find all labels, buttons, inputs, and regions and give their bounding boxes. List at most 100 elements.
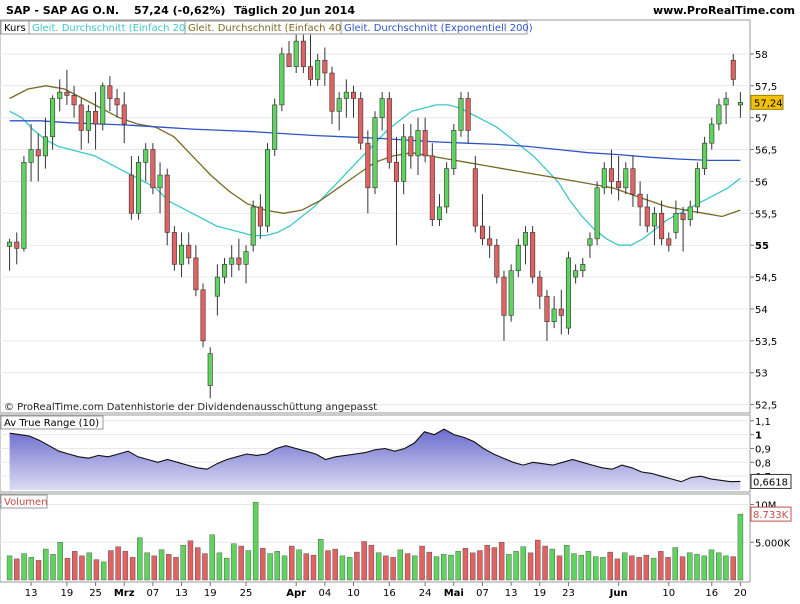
volume-bar-up	[433, 556, 440, 581]
volume-bar-down	[108, 550, 114, 581]
volume-tick-label: 10M	[755, 501, 776, 512]
candle-up	[372, 117, 378, 189]
volume-bar-down	[607, 551, 613, 581]
volume-bar-up	[549, 548, 555, 581]
volume-axis: 10M 5.000K 8.733K	[750, 501, 792, 549]
candle-up	[214, 276, 220, 297]
volume-bar-down	[187, 540, 194, 581]
price-tick-label: 56,5	[755, 146, 777, 157]
volume-bar-up	[267, 553, 273, 581]
candle-down	[644, 206, 650, 227]
candle-down	[365, 142, 371, 189]
candle-up	[229, 257, 235, 265]
candle-up	[673, 213, 679, 233]
x-tick-label: 19	[533, 588, 546, 599]
candle-up	[379, 98, 385, 118]
candle-up	[716, 104, 722, 125]
volume-bar-up	[223, 557, 230, 581]
candle-up	[7, 241, 13, 247]
period-label: Täglich 20 Jun 2014	[234, 4, 355, 17]
price-tick-label: 54,5	[755, 273, 777, 284]
price-tick-label: 57,5	[755, 82, 777, 93]
candle-up	[143, 149, 149, 163]
candle-down	[730, 59, 736, 80]
candles	[7, 34, 743, 399]
last-price-tag-label: 57,24	[754, 98, 783, 109]
volume-bar-up	[571, 553, 577, 581]
volume-title: Volumen	[4, 497, 48, 508]
volume-bar-up	[50, 554, 56, 581]
x-tick-label: 24	[419, 588, 432, 599]
atr-title-box	[0, 415, 104, 430]
x-tick-label: 07	[147, 588, 160, 599]
candle-down	[530, 232, 536, 278]
candle-up	[451, 130, 457, 169]
price-panel[interactable]	[0, 19, 751, 414]
volume-bar-up	[274, 551, 281, 581]
candle-down	[386, 98, 392, 163]
volume-bar-up	[339, 555, 346, 581]
volume-bar-up	[245, 550, 252, 581]
volume-bar-up	[621, 552, 628, 581]
volume-bar-down	[202, 553, 208, 581]
candle-up	[508, 270, 514, 316]
candle-up	[28, 149, 34, 163]
volume-bar-down	[665, 557, 671, 581]
candle-down	[422, 130, 428, 157]
candle-up	[136, 161, 142, 214]
candle-down	[487, 238, 493, 246]
x-tick-label: 23	[562, 588, 575, 599]
volume-bar-up	[506, 554, 512, 581]
candle-up	[243, 251, 249, 265]
site-label[interactable]: www.ProRealTime.com	[653, 4, 795, 17]
volume-bar-down	[643, 554, 650, 581]
legend: Kurs Gleit. Durchschnitt (Einfach 20) Gl…	[0, 20, 533, 35]
candle-up	[42, 136, 48, 157]
price-tick-label: 57	[755, 114, 768, 125]
volume-bar-up	[21, 553, 27, 581]
volume-bar-up	[318, 539, 324, 581]
candle-down	[537, 276, 543, 297]
candle-up	[580, 264, 586, 272]
candle-down	[193, 257, 199, 291]
atr-title: Av True Range (10)	[4, 418, 99, 429]
volume-bar-down	[166, 554, 172, 581]
volume-bar-up	[209, 534, 215, 581]
volume-bar-down	[368, 545, 375, 581]
chart-title: SAP - SAP AG O.N.	[6, 4, 119, 17]
volume-bar-down	[122, 551, 129, 581]
candle-up	[687, 206, 693, 220]
volume-bar-down	[238, 545, 244, 581]
candle-down	[393, 161, 400, 182]
candle-up	[85, 110, 91, 131]
volume-bar-up	[672, 547, 679, 581]
candle-down	[329, 72, 335, 112]
candle-up	[250, 206, 256, 246]
x-tick-label: Jun	[609, 588, 628, 599]
candle-down	[286, 53, 292, 67]
volume-bar-down	[636, 557, 642, 581]
volume-bar-down	[658, 551, 664, 581]
candle-down	[465, 98, 471, 131]
candle-down	[501, 276, 507, 316]
x-tick-label: 20	[734, 588, 747, 599]
volume-bar-down	[614, 558, 621, 581]
candle-down	[128, 174, 134, 214]
volume-bar-up	[158, 549, 165, 581]
candle-down	[680, 213, 686, 220]
candle-down	[121, 104, 127, 125]
x-tick-label: 19	[61, 588, 74, 599]
volume-title-box	[0, 494, 48, 509]
candle-up	[336, 98, 342, 112]
volume-bar-down	[730, 556, 736, 581]
x-tick-label: Mai	[444, 588, 464, 599]
volume-bar-up	[144, 552, 150, 581]
copyright-note: © ProRealTime.com Datenhistorie der Divi…	[4, 402, 377, 413]
volume-bar-down	[64, 557, 71, 581]
volume-bar-down	[426, 551, 432, 581]
candle-up	[21, 161, 27, 249]
volume-bar-up	[28, 557, 34, 581]
volume-bar-up	[694, 554, 700, 581]
volume-bar-down	[361, 541, 367, 581]
last-price-tag	[750, 94, 784, 110]
